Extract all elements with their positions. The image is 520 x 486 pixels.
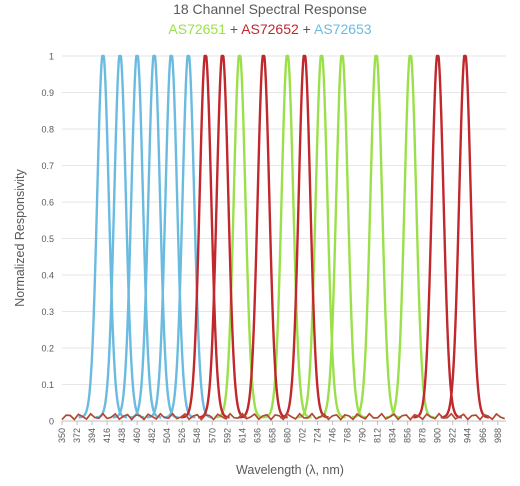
x-tick-label: 460 [132,428,142,443]
x-tick-label: 988 [493,428,503,443]
x-tick-label: 680 [282,428,292,443]
y-tick-label: 0.3 [41,307,54,317]
x-axis-label: Wavelength (λ, nm) [236,463,344,477]
x-tick-label: 570 [207,428,217,443]
y-tick-label: 1 [49,52,54,62]
baseline-AS72652 [61,412,505,421]
x-tick-label: 636 [252,428,262,443]
chart-subtitle: AS72651 + AS72652 + AS72653 [168,21,371,37]
x-tick-label: 746 [327,428,337,443]
x-tick-label: 526 [177,428,187,443]
y-tick-label: 0.9 [41,88,54,98]
y-tick-label: 0.5 [41,234,54,244]
y-axis-label: Normalized Responsivity [13,168,27,306]
series-AS72652-560 [180,54,231,419]
y-tick-label: 0.6 [41,198,54,208]
series-AS72653-510 [146,54,197,419]
series-AS72652-705 [279,54,330,419]
series-AS72653-410 [77,54,128,419]
x-tick-label: 614 [237,428,247,443]
series-AS72653-435 [94,54,146,419]
x-tick-label: 834 [388,428,398,443]
subtitle-part-4: AS72653 [314,21,372,37]
series-AS72653-485 [128,54,180,419]
x-tick-label: 724 [312,428,322,443]
y-tick-label: 0.4 [41,271,54,281]
x-tick-label: 922 [448,428,458,443]
x-tick-label: 350 [57,428,67,443]
axis-layer: 0 0.1 0.2 0.3 0.4 0.5 0.6 0.7 0.8 0.9 1 350 372 394 41… [41,52,506,443]
x-tick-label: 658 [267,428,277,443]
x-tick-label: 856 [403,428,413,443]
series-AS72651-730 [296,54,347,419]
subtitle-part-2: AS72652 [241,21,299,37]
subtitle-part-1: + [226,21,241,37]
y-tick-label: 0.2 [41,344,54,354]
x-tick-label: 504 [162,428,172,443]
x-tick-label: 438 [117,428,127,443]
y-tick-label: 0 [49,417,54,427]
series-AS72653-535 [163,54,214,419]
series-AS72652-940 [439,54,491,419]
chart-title: 18 Channel Spectral Response [173,1,367,17]
series-AS72651-610 [214,54,265,419]
x-tick-label: 548 [192,428,202,443]
x-tick-label: 790 [358,428,368,443]
series-AS72652-585 [197,54,248,419]
y-tick-label: 0.8 [41,125,54,135]
series-AS72651-810 [350,54,402,419]
series-AS72651-680 [262,54,313,419]
x-tick-label: 944 [463,428,473,443]
series-AS72652-900 [412,54,463,419]
y-tick-label: 0.7 [41,161,54,171]
series-AS72651-860 [385,54,436,419]
series-AS72652-645 [238,54,289,419]
series-layer [61,54,505,421]
x-tick-label: 768 [343,428,353,443]
x-tick-label: 372 [72,428,82,443]
subtitle-part-3: + [299,21,314,37]
subtitle-part-0: AS72651 [168,21,226,37]
x-tick-label: 900 [433,428,443,443]
x-tick-label: 416 [102,428,112,443]
x-tick-label: 482 [147,428,157,443]
x-tick-label: 878 [418,428,428,443]
x-tick-label: 394 [87,428,97,443]
x-tick-label: 812 [373,428,383,443]
series-AS72651-760 [316,54,368,419]
x-tick-label: 592 [222,428,232,443]
x-tick-label: 702 [297,428,307,443]
series-AS72653-460 [111,54,163,419]
x-tick-label: 966 [478,428,488,443]
y-tick-label: 0.1 [41,380,54,390]
